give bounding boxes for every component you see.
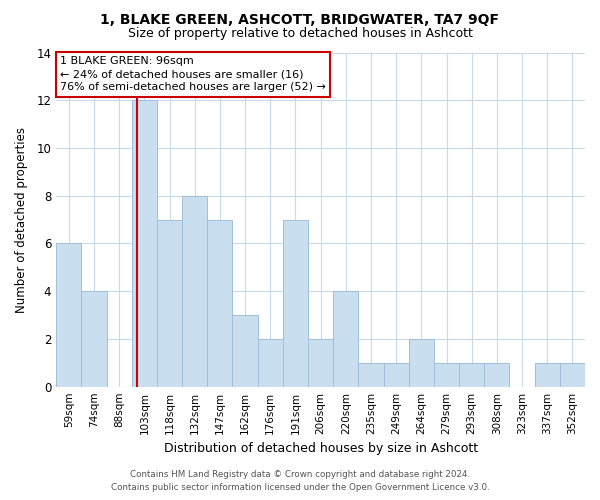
Text: 1 BLAKE GREEN: 96sqm
← 24% of detached houses are smaller (16)
76% of semi-detac: 1 BLAKE GREEN: 96sqm ← 24% of detached h… <box>60 56 326 92</box>
Bar <box>182 196 207 386</box>
Bar <box>207 220 232 386</box>
Bar <box>560 363 585 386</box>
Bar <box>333 291 358 386</box>
Bar <box>358 363 383 386</box>
Bar <box>459 363 484 386</box>
Bar <box>157 220 182 386</box>
Text: 1, BLAKE GREEN, ASHCOTT, BRIDGWATER, TA7 9QF: 1, BLAKE GREEN, ASHCOTT, BRIDGWATER, TA7… <box>101 12 499 26</box>
Bar <box>383 363 409 386</box>
Bar <box>232 315 257 386</box>
Bar <box>132 100 157 386</box>
Bar <box>82 291 107 386</box>
Bar <box>283 220 308 386</box>
Bar <box>484 363 509 386</box>
Bar <box>409 339 434 386</box>
Bar <box>257 339 283 386</box>
Bar <box>434 363 459 386</box>
Bar <box>308 339 333 386</box>
X-axis label: Distribution of detached houses by size in Ashcott: Distribution of detached houses by size … <box>164 442 478 455</box>
Bar <box>535 363 560 386</box>
Text: Size of property relative to detached houses in Ashcott: Size of property relative to detached ho… <box>128 28 472 40</box>
Bar <box>56 244 82 386</box>
Text: Contains HM Land Registry data © Crown copyright and database right 2024.
Contai: Contains HM Land Registry data © Crown c… <box>110 470 490 492</box>
Y-axis label: Number of detached properties: Number of detached properties <box>15 126 28 312</box>
